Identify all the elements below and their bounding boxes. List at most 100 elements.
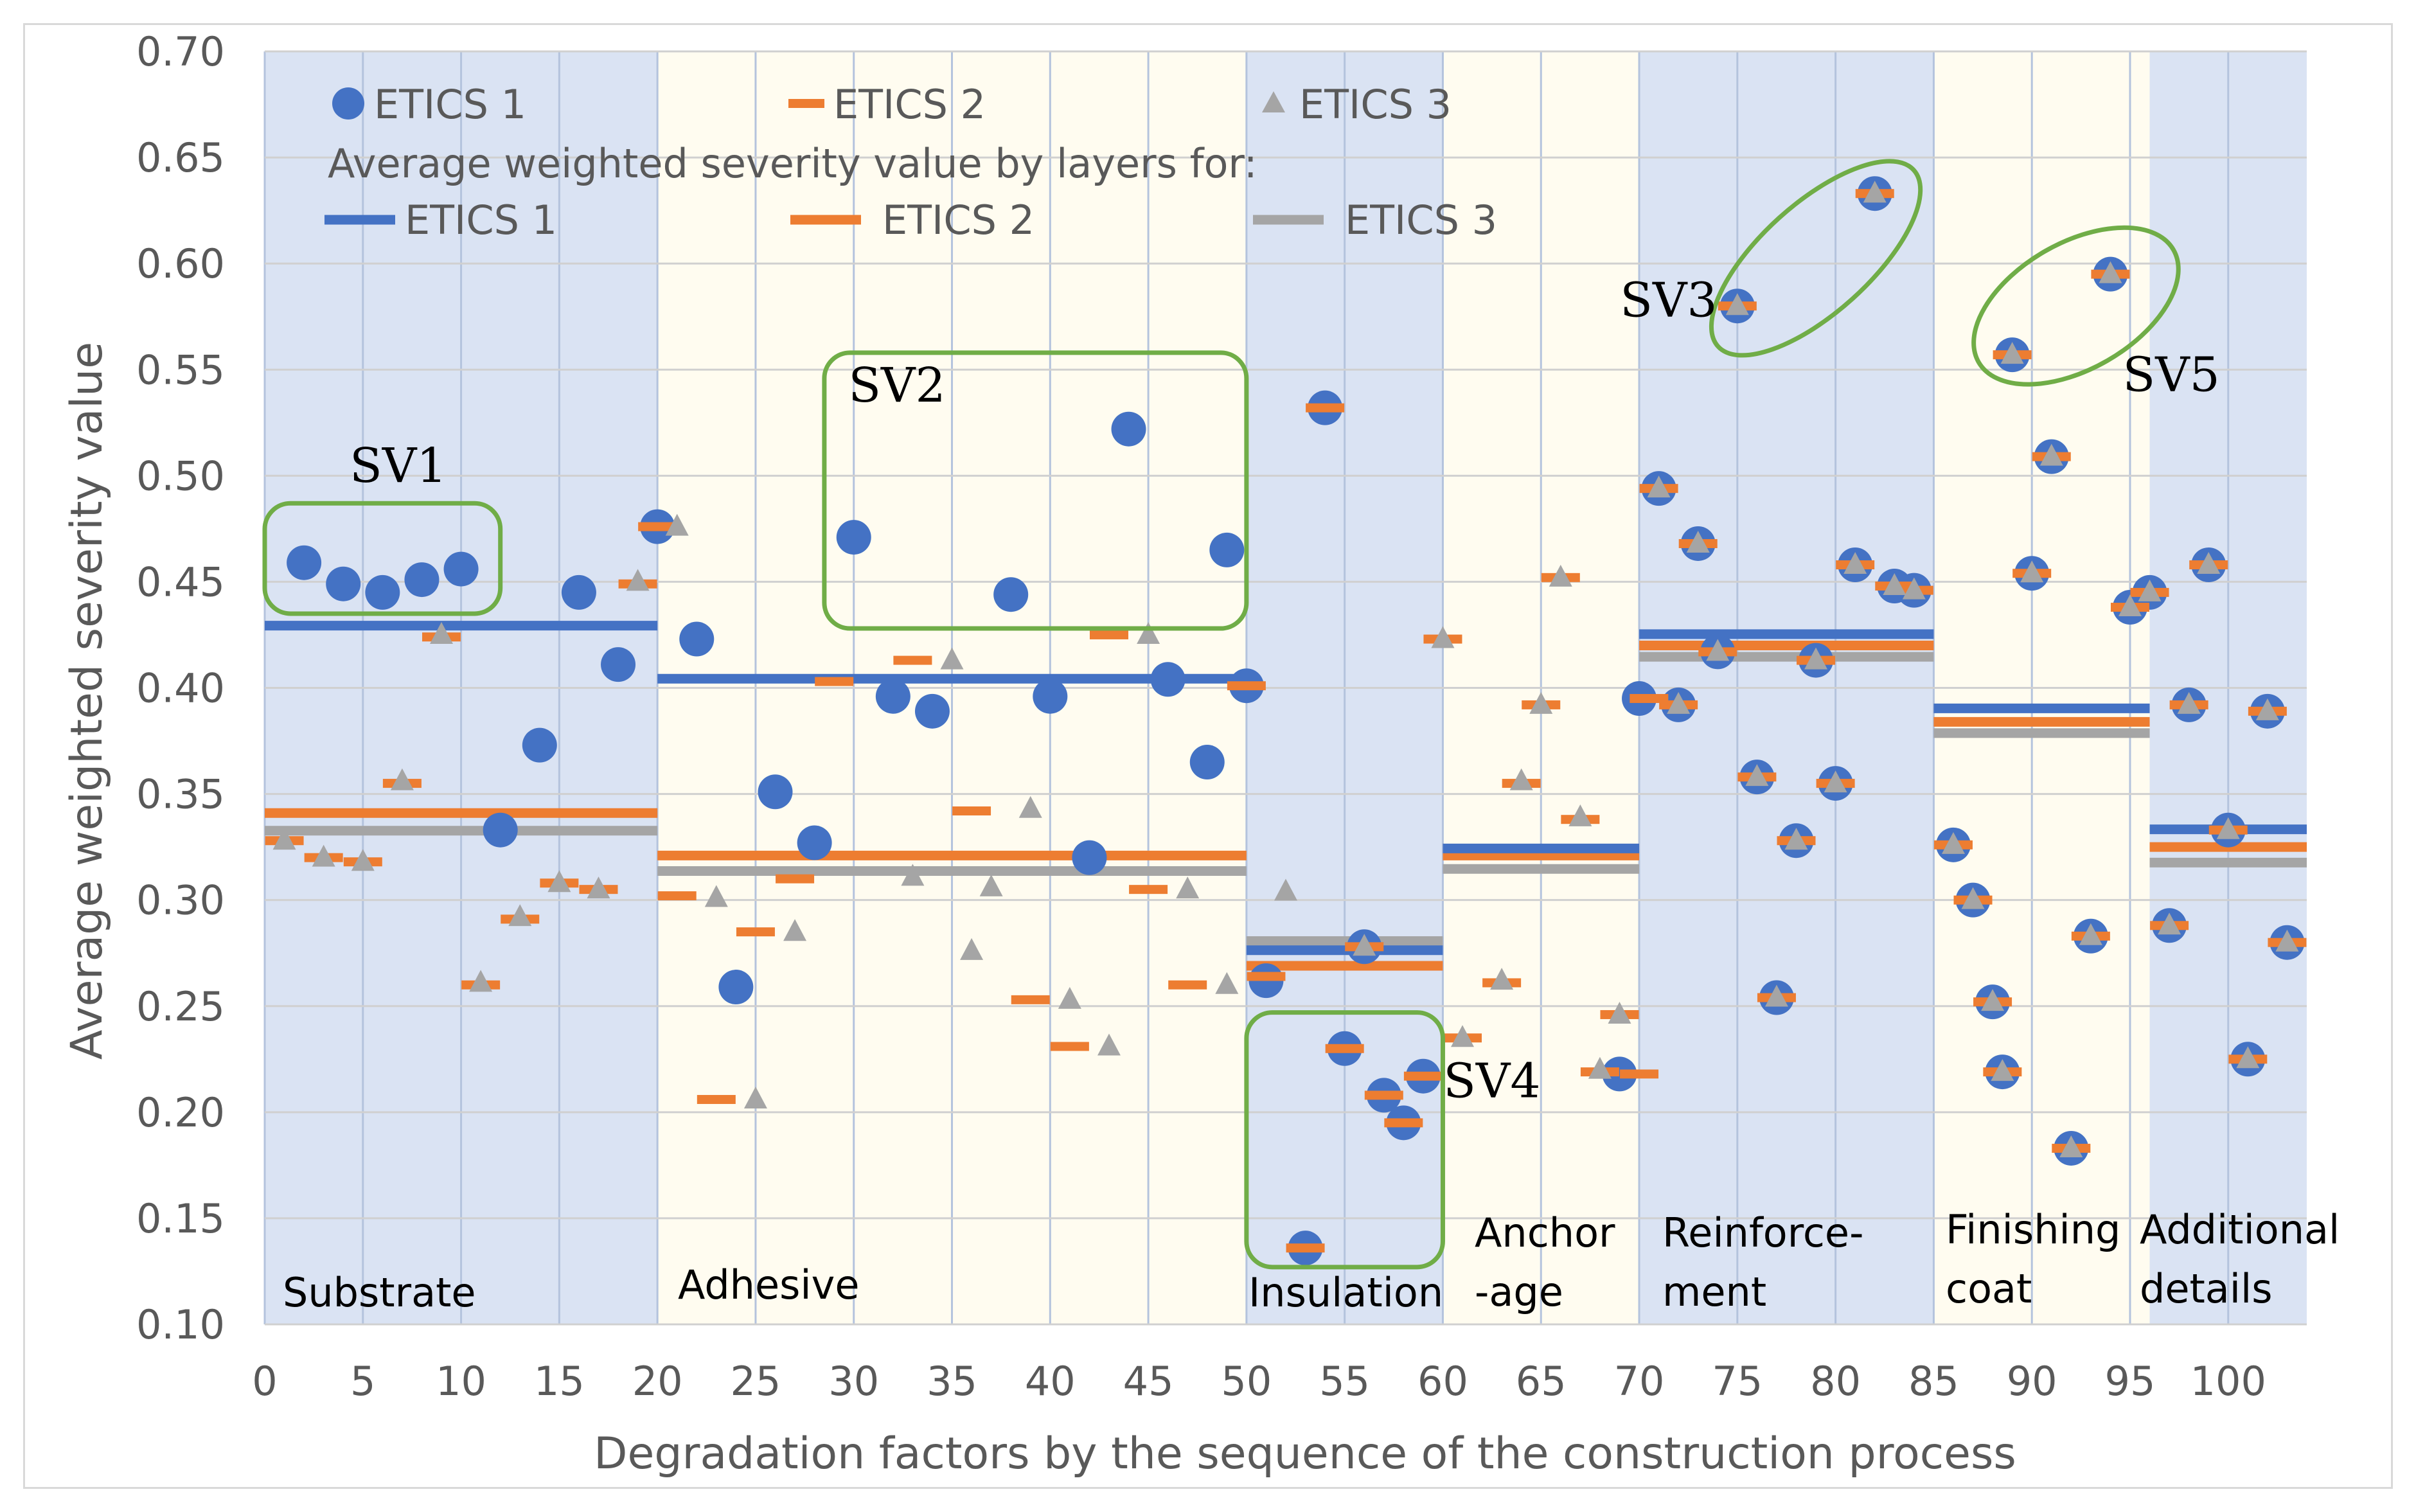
etics3-point-64: [2216, 817, 2240, 839]
etics3-point-25: [1353, 934, 1376, 956]
etics2-point-13: [736, 927, 775, 937]
y-tick-label-5: 0.35: [136, 771, 225, 818]
gridlines: [263, 50, 2307, 1326]
etics2-point-10: [638, 522, 677, 531]
etics1-point-19: [1072, 840, 1107, 875]
etics3-point-5: [469, 970, 493, 992]
legend-marker-label-2: ETICS 2: [833, 81, 986, 128]
x-tick-label-5: 25: [730, 1358, 781, 1405]
etics3-point-38: [1706, 639, 1730, 661]
layer-label-5-line-2: ment: [1662, 1268, 1766, 1315]
etics2-point-15: [815, 677, 854, 686]
etics3-point-14: [901, 864, 925, 886]
layer-label-7-line-2: details: [2140, 1265, 2273, 1312]
etics3-point-34: [1608, 1001, 1631, 1024]
x-tick-label-20: 100: [2190, 1358, 2266, 1405]
etics1-point-13: [797, 825, 832, 860]
y-tick-label-3: 0.25: [136, 983, 225, 1030]
annotation-box-sv2: [822, 350, 1249, 631]
etics2-point-20: [1089, 630, 1128, 639]
etics3-point-18: [1018, 796, 1042, 818]
etics1-point-1: [326, 566, 361, 601]
etics3-point-26: [1431, 626, 1455, 648]
etics1-point-3: [404, 562, 440, 598]
legend: ETICS 1 ETICS 2 ETICS 3 Average weighted se…: [324, 81, 1497, 244]
etics2-point-23: [1227, 681, 1266, 691]
layer-label-6-line-1: Finishing: [1946, 1206, 2120, 1253]
etics3-point-67: [2275, 929, 2299, 952]
y-tick-label-6: 0.40: [136, 665, 225, 712]
etics3-point-23: [1215, 972, 1239, 994]
etics1-point-16: [914, 693, 950, 729]
etics1-point-4: [443, 551, 479, 587]
etics3-point-65: [2236, 1046, 2260, 1069]
etics1-point-12: [758, 774, 793, 810]
etics3-point-58: [2099, 261, 2122, 283]
etics3-point-30: [1529, 691, 1553, 714]
etics3-point-33: [1588, 1056, 1612, 1079]
etics1-point-0: [287, 545, 322, 580]
etics1-point-18: [1033, 679, 1068, 714]
etics2-point-22: [1168, 980, 1207, 990]
x-tick-label-0: 0: [252, 1358, 277, 1405]
etics3-point-32: [1568, 804, 1592, 826]
axes: 0.10 0.15 0.20 0.25 0.30 0.35 0.40 0.45 0.50 0.55…: [62, 28, 2266, 1479]
etics2-point-24: [1247, 972, 1286, 981]
etics3-point-31: [1549, 564, 1572, 587]
x-tick-label-15: 75: [1712, 1358, 1763, 1405]
etics1-point-10: [679, 621, 715, 657]
etics2-point-29: [1364, 1090, 1403, 1100]
etics3-point-56: [2059, 1135, 2083, 1157]
etics3-point-53: [2000, 342, 2024, 364]
etics3-point-61: [2158, 912, 2181, 935]
etics3-point-8: [587, 876, 610, 899]
x-tick-label-18: 90: [2007, 1358, 2057, 1405]
etics1-point-5: [483, 812, 518, 848]
x-tick-label-7: 35: [927, 1358, 977, 1405]
etics3-point-54: [2020, 560, 2044, 583]
etics3-point-59: [2118, 594, 2142, 617]
etics3-point-11: [704, 885, 728, 907]
etics1-point-15: [875, 679, 910, 714]
etics3-point-9: [626, 569, 650, 591]
y-tick-label-9: 0.55: [136, 346, 225, 393]
etics3-point-7: [547, 870, 571, 893]
y-tick-label-4: 0.30: [136, 877, 225, 924]
annotation-box-sv4: [1244, 1010, 1445, 1270]
etics3-point-1: [312, 844, 335, 867]
etics2-point-31: [1403, 1071, 1443, 1081]
etics3-point-4: [430, 621, 454, 644]
y-tick-label-2: 0.20: [136, 1089, 225, 1136]
y-tick-label-8: 0.50: [136, 452, 225, 499]
y-tick-label-10: 0.60: [136, 240, 225, 287]
x-tick-label-11: 55: [1319, 1358, 1370, 1405]
legend-line-label-2: ETICS 2: [882, 197, 1035, 244]
etics3-point-42: [1784, 828, 1808, 850]
etics3-point-62: [2177, 691, 2201, 714]
etics2-point-19: [1050, 1042, 1089, 1051]
etics2-point-30: [1384, 1118, 1423, 1128]
etics3-point-49: [1941, 832, 1965, 854]
etics3-point-13: [783, 919, 807, 941]
etics3-point-66: [2255, 698, 2279, 720]
etics2-point-21: [1129, 885, 1168, 894]
y-tick-label-0: 0.10: [136, 1301, 225, 1348]
etics2-point-14: [776, 874, 815, 884]
etics3-point-16: [960, 938, 984, 960]
annotation-label-sv2: SV2: [848, 358, 945, 413]
etics3-point-29: [1509, 768, 1533, 790]
etics1-point-21: [1150, 662, 1186, 697]
etics3-point-48: [1902, 577, 1926, 600]
legend-line-label-3: ETICS 3: [1345, 197, 1497, 244]
etics3-point-22: [1176, 876, 1200, 899]
etics3-point-63: [2197, 552, 2221, 574]
x-tick-label-19: 95: [2105, 1358, 2156, 1405]
x-tick-label-8: 40: [1025, 1358, 1076, 1405]
etics3-point-3: [390, 768, 414, 790]
x-tick-label-4: 20: [632, 1358, 683, 1405]
etics1-point-17: [993, 577, 1029, 612]
etics2-point-17: [952, 806, 991, 815]
etics3-point-52: [1991, 1059, 2014, 1081]
annotation-label-sv5: SV5: [2123, 347, 2220, 402]
chart-frame: [23, 23, 2393, 1489]
